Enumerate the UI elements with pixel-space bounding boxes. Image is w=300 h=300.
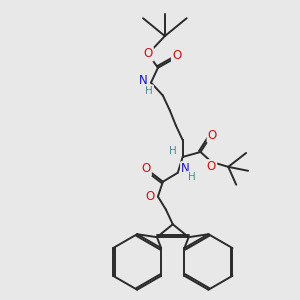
Text: O: O: [207, 160, 216, 173]
Text: O: O: [208, 129, 217, 142]
Text: H: H: [145, 85, 153, 96]
Text: H: H: [169, 146, 177, 156]
Text: O: O: [141, 162, 151, 175]
Text: O: O: [143, 47, 153, 60]
Text: N: N: [181, 162, 190, 175]
Text: N: N: [139, 74, 147, 87]
Text: O: O: [172, 50, 182, 62]
Text: O: O: [146, 190, 154, 203]
Text: H: H: [188, 172, 196, 182]
